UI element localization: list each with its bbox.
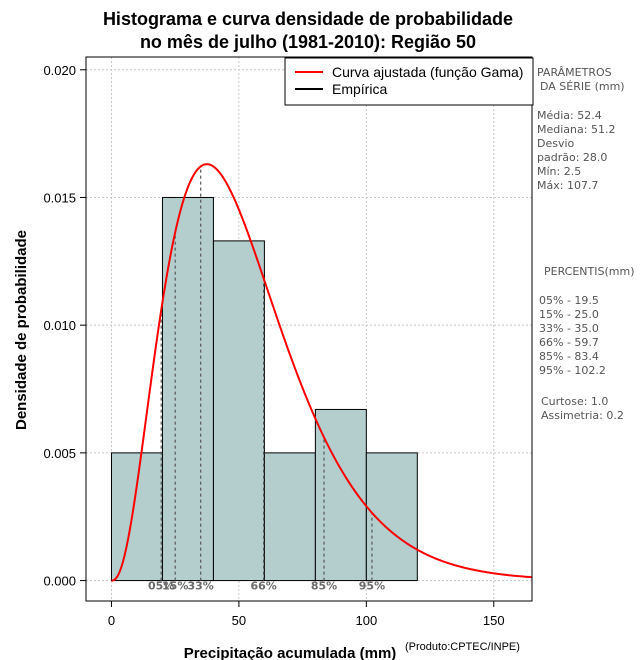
y-tick-label: 0.000: [43, 574, 76, 589]
y-tick-label: 0.015: [43, 190, 76, 205]
param-stddev-1: Desvio: [537, 137, 575, 150]
x-tick-label: 0: [108, 613, 115, 628]
param-max: Máx: 107.7: [537, 179, 598, 192]
percentile-label: 33%: [188, 580, 214, 593]
histogram-bar: [212, 240, 265, 582]
legend: Curva ajustada (função Gama) Empírica: [284, 57, 534, 106]
params-heading-2: DA SÉRIE (mm): [540, 80, 625, 93]
histogram-bar: [365, 452, 418, 582]
param-median: Mediana: 51.2: [537, 123, 615, 136]
kurtosis-value: Curtose: 1.0: [541, 395, 608, 408]
x-tick-label: 100: [355, 613, 377, 628]
x-tick-label: 50: [232, 613, 246, 628]
percentile-lines: 05%15% 33% 66% 85% 95%: [148, 166, 385, 593]
plot-frame: [85, 56, 533, 602]
percentile-label: 15%: [162, 580, 188, 593]
param-stddev-2: padrão: 28.0: [537, 151, 607, 164]
params-heading-1: PARÂMETROS: [537, 66, 612, 79]
credit-text: (Produto:CPTEC/INPE): [405, 641, 520, 653]
param-min: Mín: 2.5: [537, 165, 581, 178]
series-parameters-panel: PARÂMETROS DA SÉRIE (mm) Média: 52.4 Med…: [537, 66, 635, 422]
percentil-33: 33% - 35.0: [539, 322, 599, 335]
y-tick-label: 0.020: [43, 63, 76, 78]
percentis-heading: PERCENTIS(mm): [544, 265, 635, 278]
percentil-05: 05% - 19.5: [539, 294, 599, 307]
x-axis-title: Precipitação acumulada (mm): [184, 645, 397, 660]
axes: 0 50 100 150 0.000 0.005 0.010 0.015 0.020: [43, 56, 533, 628]
skewness-value: Assimetria: 0.2: [541, 409, 624, 422]
y-tick-label: 0.010: [43, 318, 76, 333]
gamma-fit-curve: [111, 163, 533, 582]
legend-label-empirical: Empírica: [332, 81, 387, 97]
percentil-66: 66% - 59.7: [539, 336, 599, 349]
histogram-bar: [110, 452, 163, 582]
percentile-label: 66%: [250, 580, 276, 593]
y-axis-title: Densidade de probabilidade: [13, 230, 30, 430]
chart-title-line-1: Histograma e curva densidade de probabil…: [103, 9, 513, 29]
percentile-label: 85%: [311, 580, 337, 593]
histogram-bars: [110, 196, 418, 582]
chart-title-line-2: no mês de julho (1981-2010): Região 50: [140, 32, 476, 52]
param-mean: Média: 52.4: [537, 109, 602, 122]
percentile-label: 05%: [148, 580, 174, 593]
histogram-bar: [161, 196, 214, 582]
histogram-bar: [263, 452, 316, 582]
legend-box: [284, 57, 534, 106]
percentile-label: 95%: [359, 580, 385, 593]
percentil-95: 95% - 102.2: [539, 364, 606, 377]
y-tick-label: 0.005: [43, 446, 76, 461]
legend-label-fitted: Curva ajustada (função Gama): [332, 64, 523, 80]
percentil-85: 85% - 83.4: [539, 350, 599, 363]
x-tick-label: 150: [483, 613, 505, 628]
percentil-15: 15% - 25.0: [539, 308, 599, 321]
gamma-curve-layer: [111, 163, 533, 582]
